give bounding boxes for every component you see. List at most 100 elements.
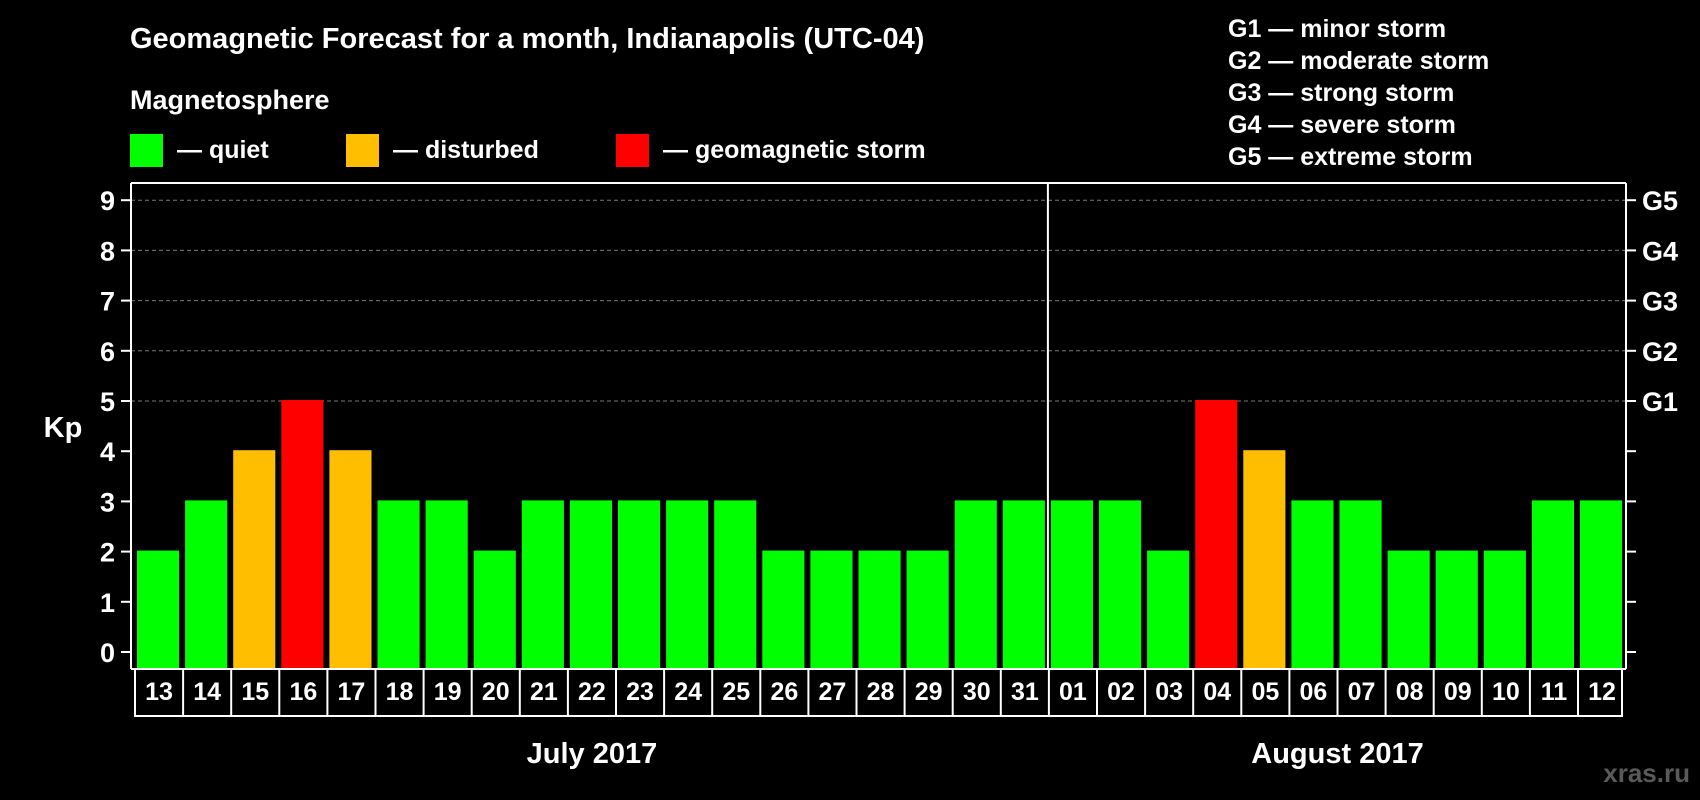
bar-day-12 [666,500,709,669]
day-label-21: 02 [1107,678,1135,706]
right-tick-label-g2: G2 [1642,337,1678,367]
bar-day-19 [1002,500,1045,669]
day-label-5: 17 [338,678,366,706]
bar-day-8 [473,550,516,669]
bar-day-14 [762,550,805,669]
day-label-22: 03 [1155,678,1183,706]
bar-day-17 [906,550,949,669]
legend-label-3: — geomagnetic storm [663,136,926,164]
bar-day-9 [521,500,564,669]
bar-day-15 [810,550,853,669]
bar-day-30 [1531,500,1574,669]
day-label-25: 06 [1300,678,1328,706]
day-label-26: 07 [1348,678,1376,706]
bar-day-1 [137,550,180,669]
bars [137,400,1623,669]
bar-day-7 [425,500,468,669]
day-label-16: 28 [867,678,895,706]
bar-day-13 [714,500,757,669]
bar-day-31 [1580,500,1623,669]
day-label-9: 21 [530,678,558,706]
month-label-1: July 2017 [527,738,658,770]
y-tick-label-1: 1 [100,588,115,618]
day-label-23: 04 [1203,678,1231,706]
y-tick-label-7: 7 [100,287,115,317]
y-tick-label-2: 2 [100,538,115,568]
bar-day-18 [954,500,997,669]
bar-day-11 [618,500,661,669]
y-tick-label-4: 4 [100,437,115,467]
bar-day-24 [1243,450,1286,669]
bar-day-26 [1339,500,1382,669]
grid-lines [131,199,1626,402]
y-axis-label: Kp [44,412,83,444]
legend-label-2: — disturbed [393,136,539,164]
bar-day-2 [185,500,228,669]
y-tick-label-5: 5 [100,387,115,417]
storm-scale-g4: G4 — severe storm [1228,111,1456,139]
right-tick-label-g1: G1 [1642,387,1678,417]
day-label-1: 13 [145,678,173,706]
bar-day-23 [1195,400,1238,669]
day-label-17: 29 [915,678,943,706]
day-label-frame [134,668,1623,717]
legend-swatch-1 [130,134,163,167]
y-tick-label-9: 9 [100,186,115,216]
day-label-30: 11 [1541,678,1568,706]
legend-swatch-3 [616,134,649,167]
right-tick-label-g4: G4 [1642,236,1678,266]
watermark: xras.ru [1603,758,1690,788]
y-tick-label-8: 8 [100,236,115,266]
day-label-6: 18 [386,678,414,706]
day-label-4: 16 [289,678,317,706]
bar-day-16 [858,550,901,669]
day-label-3: 15 [241,678,269,706]
day-label-24: 05 [1251,678,1279,706]
storm-scale-legend: G1 — minor storm G2 — moderate storm G3 — … [1228,15,1489,171]
day-label-18: 30 [963,678,991,706]
day-label-2: 14 [193,678,221,706]
y-axis-ticks: 0 1 2 3 4 5 6 7 8 9 [100,186,131,668]
bar-day-25 [1291,500,1334,669]
bar-day-29 [1483,550,1526,669]
day-label-27: 08 [1396,678,1424,706]
day-label-12: 24 [674,678,702,706]
bar-day-22 [1147,550,1190,669]
right-tick-label-g5: G5 [1642,186,1678,216]
day-label-8: 20 [482,678,510,706]
day-label-13: 25 [722,678,750,706]
y-tick-label-6: 6 [100,337,115,367]
right-tick-label-g3: G3 [1642,287,1678,317]
day-label-14: 26 [770,678,798,706]
day-label-31: 12 [1588,678,1616,706]
bar-day-10 [569,500,612,669]
right-axis-storm-ticks: G1 G2 G3 G4 G5 [1626,186,1678,653]
magnetosphere-label: Magnetosphere [130,85,330,115]
day-label-29: 10 [1492,678,1520,706]
day-label-11: 23 [626,678,654,706]
bar-day-5 [329,450,372,669]
day-labels: 13 14 15 16 17 18 19 20 21 22 23 24 25 26 27 28 29 30 31 01… [134,668,1623,717]
day-label-20: 01 [1059,678,1087,706]
legend-label-1: — quiet [177,136,269,164]
legend-swatch-2 [346,134,379,167]
y-tick-label-0: 0 [100,638,115,668]
storm-scale-g2: G2 — moderate storm [1228,47,1489,75]
legend: — quiet — disturbed — geomagnetic storm [130,134,926,167]
month-label-2: August 2017 [1251,738,1423,770]
day-label-10: 22 [578,678,606,706]
bar-day-27 [1387,550,1430,669]
day-label-19: 31 [1011,678,1039,706]
day-label-28: 09 [1444,678,1472,706]
storm-scale-g3: G3 — strong storm [1228,79,1454,107]
bar-day-3 [233,450,276,669]
bar-day-21 [1099,500,1142,669]
chart-title: Geomagnetic Forecast for a month, Indian… [130,23,924,55]
storm-scale-g5: G5 — extreme storm [1228,143,1473,171]
bar-day-4 [281,400,324,669]
day-label-15: 27 [819,678,847,706]
bar-day-6 [377,500,420,669]
bar-day-28 [1435,550,1478,669]
day-label-7: 19 [434,678,462,706]
